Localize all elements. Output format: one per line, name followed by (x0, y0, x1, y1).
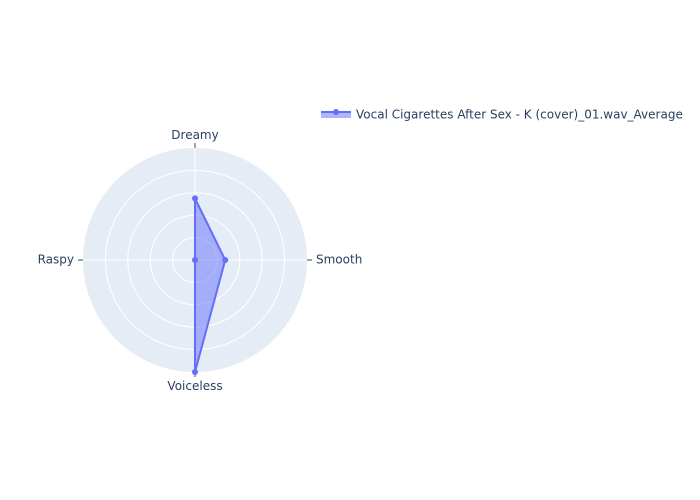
series-point-voiceless[interactable] (192, 369, 198, 375)
series-point-dreamy[interactable] (192, 195, 198, 202)
axis-label-voiceless: Voiceless (167, 379, 222, 393)
axis-label-smooth: Smooth (316, 253, 362, 267)
legend[interactable]: Vocal Cigarettes After Sex - K (cover)_0… (321, 108, 683, 122)
axis-label-dreamy: Dreamy (171, 128, 218, 142)
series-point-raspy[interactable] (192, 257, 198, 263)
legend-swatch-marker (333, 109, 339, 115)
axis-label-raspy: Raspy (38, 253, 74, 267)
series-layer (192, 195, 229, 375)
legend-entry-label: Vocal Cigarettes After Sex - K (cover)_0… (356, 108, 683, 122)
series-point-smooth[interactable] (222, 257, 229, 263)
angular-axis-labels: Dreamy Smooth Voiceless Raspy (38, 128, 363, 393)
